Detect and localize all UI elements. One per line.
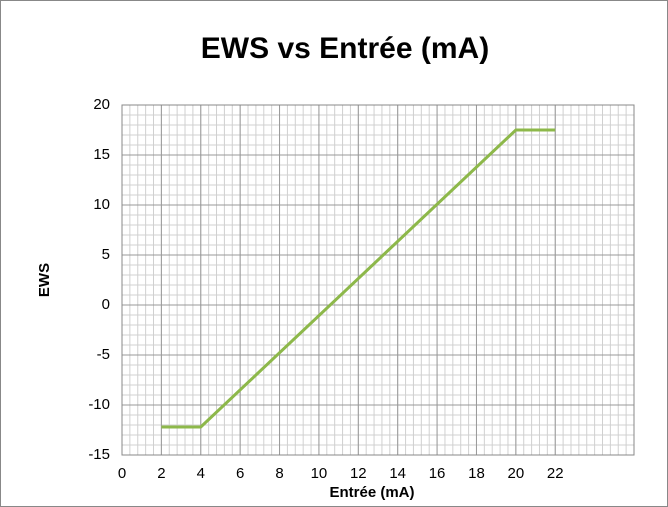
x-tick-label: 14: [389, 465, 406, 482]
x-tick-label: 4: [197, 465, 205, 482]
x-tick-label: 20: [508, 465, 525, 482]
x-tick-label: 22: [547, 465, 564, 482]
x-tick-label: 10: [311, 465, 328, 482]
y-tick-label: 20: [93, 96, 110, 113]
x-tick-label: 6: [236, 465, 244, 482]
plot-border: [121, 104, 635, 456]
y-tick-label: -5: [97, 346, 110, 363]
y-tick-label: 15: [93, 146, 110, 163]
x-tick-label: 8: [275, 465, 283, 482]
data-line: [161, 128, 556, 429]
y-tick-label: 5: [102, 246, 110, 263]
y-tick-label: 10: [93, 196, 110, 213]
x-tick-label: 18: [468, 465, 485, 482]
x-tick-label: 2: [157, 465, 165, 482]
y-tick-label: 0: [102, 296, 110, 313]
y-tick-label: -10: [88, 396, 110, 413]
x-tick-label: 0: [118, 465, 126, 482]
y-axis-title: EWS: [36, 263, 53, 297]
x-tick-label: 12: [350, 465, 367, 482]
x-tick-label: 16: [429, 465, 446, 482]
y-tick-label: -15: [88, 446, 110, 463]
x-axis-title: Entrée (mA): [329, 484, 414, 501]
chart-title: EWS vs Entrée (mA): [201, 32, 489, 65]
